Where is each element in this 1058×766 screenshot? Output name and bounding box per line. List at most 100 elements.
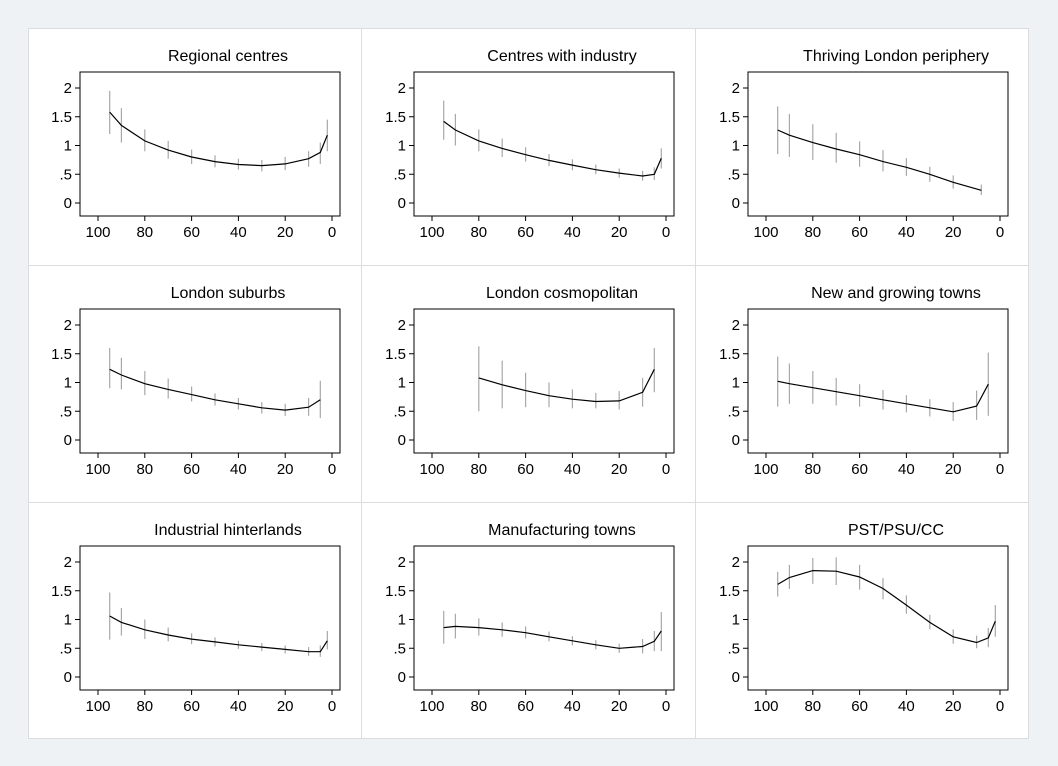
panel-title: Regional centres <box>167 48 289 65</box>
y-tick-label: 0 <box>732 195 740 212</box>
x-tick-label: 40 <box>230 698 247 715</box>
plot-frame <box>79 545 341 691</box>
y-tick-label: 2 <box>398 80 406 97</box>
y-tick-label: 1.5 <box>719 109 740 126</box>
x-tick-label: 0 <box>662 461 670 478</box>
y-tick-label: 2 <box>732 317 740 334</box>
y-tick-label: 0 <box>398 432 406 449</box>
chart-panel: New and growing towns 0 .5 1 1.5 2 100 80 60 40 2… <box>696 265 1029 502</box>
x-tick-label: 60 <box>183 698 200 715</box>
plot-frame <box>747 308 1009 454</box>
series-line <box>443 625 662 649</box>
plot-area: 0 .5 1 1.5 2 100 80 60 40 20 0 <box>719 545 1009 715</box>
grid-divider <box>28 28 29 739</box>
panel-grid: Regional centres 0.5 1 1.5 2 100 80 60 40 20 0 Ce… <box>28 28 1029 739</box>
x-tick-label: 40 <box>898 698 915 715</box>
y-tick-label: 2 <box>732 80 740 97</box>
y-tick-label: .5 <box>59 403 72 420</box>
panel-title: Manufacturing towns <box>488 522 636 539</box>
chart-panel: Regional centres 0 .5 1 1.5 2 100 80 60 40 20 0 <box>28 28 361 265</box>
plot-area: 0 .5 1 1.5 2 100 80 60 40 20 0 <box>51 71 341 241</box>
y-tick-label: 1 <box>732 612 740 629</box>
x-tick-label: 20 <box>277 698 294 715</box>
chart-panel: London suburbs 0 .5 1 1.5 2 100 80 60 40 20 0 <box>28 265 361 502</box>
panel-title: Centres with industry <box>487 48 637 65</box>
panel-title: London suburbs <box>170 285 286 302</box>
series-line <box>478 369 655 403</box>
x-tick-label: 80 <box>470 224 487 241</box>
plot-area: 0 .5 1 1.5 2 100 80 60 40 20 0 <box>385 71 675 241</box>
y-tick-label: 1 <box>732 375 740 392</box>
y-tick-label: 1.5 <box>385 346 406 363</box>
x-tick-label: 80 <box>804 224 821 241</box>
x-tick-label: 40 <box>898 224 915 241</box>
y-tick-label: .5 <box>393 166 406 183</box>
x-tick-label: 60 <box>517 461 534 478</box>
x-tick-label: 60 <box>851 224 868 241</box>
y-tick-label: 1 <box>64 612 72 629</box>
grid-divider <box>28 265 1029 266</box>
y-tick-label: 1.5 <box>385 109 406 126</box>
x-tick-label: 80 <box>136 461 153 478</box>
x-tick-label: 40 <box>564 698 581 715</box>
x-tick-label: 40 <box>564 461 581 478</box>
x-tick-label: 0 <box>996 224 1004 241</box>
x-tick-label: 60 <box>851 698 868 715</box>
plot-area: 0 .5 1 1.5 2 100 80 60 40 20 0 <box>385 308 675 478</box>
x-tick-label: 60 <box>851 461 868 478</box>
series-line <box>443 120 662 177</box>
y-tick-label: 0 <box>64 195 72 212</box>
x-tick-label: 0 <box>328 224 336 241</box>
grid-divider <box>1028 28 1029 739</box>
x-tick-label: 0 <box>328 698 336 715</box>
x-tick-label: 100 <box>419 224 444 241</box>
chart-panel: Industrial hinterlands 0 .5 1 1.5 2 100 80 60 40… <box>28 502 361 739</box>
series-line <box>777 380 989 413</box>
plot-frame <box>79 308 341 454</box>
x-tick-label: 20 <box>277 224 294 241</box>
y-tick-label: 2 <box>398 554 406 571</box>
x-tick-label: 20 <box>277 461 294 478</box>
panel-title: Industrial hinterlands <box>154 522 302 539</box>
x-tick-label: 40 <box>564 224 581 241</box>
x-tick-label: 40 <box>230 461 247 478</box>
y-tick-label: .5 <box>727 640 740 657</box>
grid-divider <box>28 738 1029 739</box>
y-tick-label: 2 <box>64 80 72 97</box>
chart-panel: Thriving London periphery 0 .5 1 1.5 2 100 80 6… <box>696 28 1029 265</box>
x-tick-label: 100 <box>85 461 110 478</box>
y-tick-label: 1.5 <box>385 583 406 600</box>
y-tick-label: 2 <box>64 554 72 571</box>
x-tick-label: 100 <box>85 698 110 715</box>
x-tick-label: 60 <box>183 461 200 478</box>
grid-divider <box>695 28 696 739</box>
y-tick-label: 2 <box>732 554 740 571</box>
y-tick-label: .5 <box>393 403 406 420</box>
y-tick-label: 0 <box>398 669 406 686</box>
series-line <box>109 368 321 411</box>
y-tick-label: 1 <box>398 612 406 629</box>
y-tick-label: 1.5 <box>51 109 72 126</box>
x-tick-label: 100 <box>753 224 778 241</box>
grid-divider <box>361 28 362 739</box>
y-tick-label: 0 <box>64 432 72 449</box>
y-tick-label: 0 <box>64 669 72 686</box>
panel-title: New and growing towns <box>811 285 981 302</box>
chart-panel: Manufacturing towns 0 .5 1 1.5 2 100 80 60 40 20 0 <box>362 502 695 739</box>
plot-frame <box>413 545 675 691</box>
x-tick-label: 80 <box>804 698 821 715</box>
y-tick-label: 1 <box>732 138 740 155</box>
y-tick-label: 1 <box>64 375 72 392</box>
x-tick-label: 20 <box>945 224 962 241</box>
y-tick-label: 0 <box>732 669 740 686</box>
x-tick-label: 80 <box>470 698 487 715</box>
series-line <box>109 615 328 653</box>
x-tick-label: 60 <box>517 224 534 241</box>
y-tick-label: 1.5 <box>51 346 72 363</box>
y-tick-label: 1 <box>64 138 72 155</box>
y-tick-label: 0 <box>732 432 740 449</box>
plot-area: 0 .5 1 1.5 2 100 80 60 40 20 0 <box>51 545 341 715</box>
y-tick-label: .5 <box>59 640 72 657</box>
x-tick-label: 100 <box>419 698 444 715</box>
